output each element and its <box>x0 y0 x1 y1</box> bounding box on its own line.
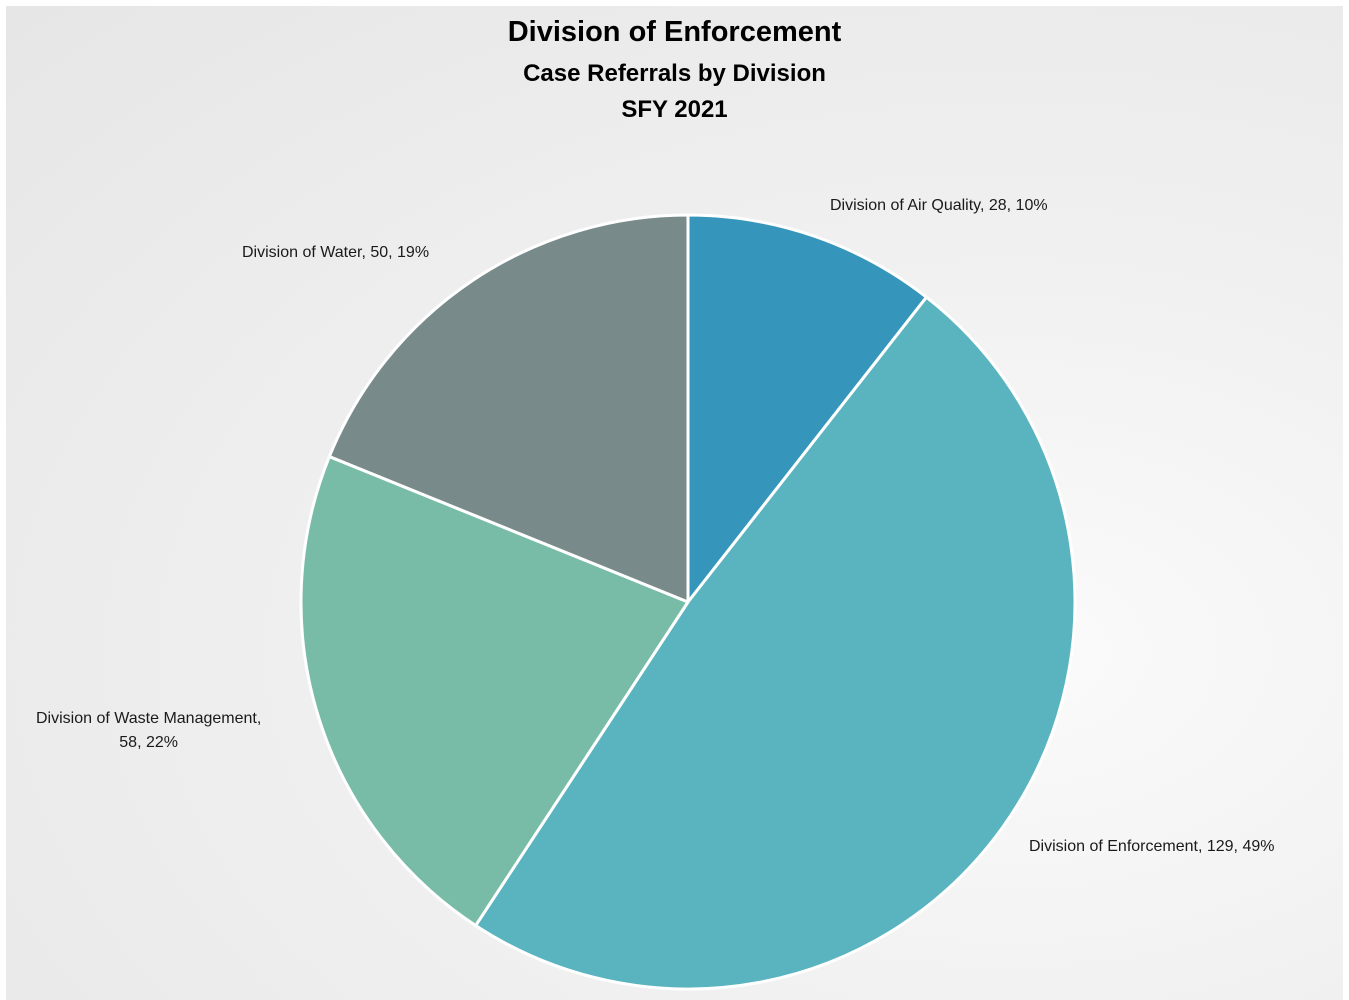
slice-label-waste-management: Division of Waste Management, 58, 22% <box>36 707 261 755</box>
chart-title: Division of Enforcement <box>507 16 842 48</box>
slice-label-enforcement: Division of Enforcement, 129, 49% <box>1029 838 1275 855</box>
slice-label-waste-management-line2: 58, 22% <box>119 734 178 751</box>
pie-slice-waste-management <box>299 455 690 928</box>
chart-subtitle-year: SFY 2021 <box>621 96 728 123</box>
slice-label-waste-management-line1: Division of Waste Management, <box>36 710 262 727</box>
pie-slice-water <box>327 213 690 604</box>
slice-label-water: Division of Water, 50, 19% <box>242 244 430 261</box>
pie-slice-air-quality <box>686 213 928 604</box>
pie-slice-enforcement <box>474 295 1077 991</box>
chart-subtitle: Case Referrals by Division <box>523 60 826 87</box>
slice-label-air-quality: Division of Air Quality, 28, 10% <box>830 197 1048 214</box>
